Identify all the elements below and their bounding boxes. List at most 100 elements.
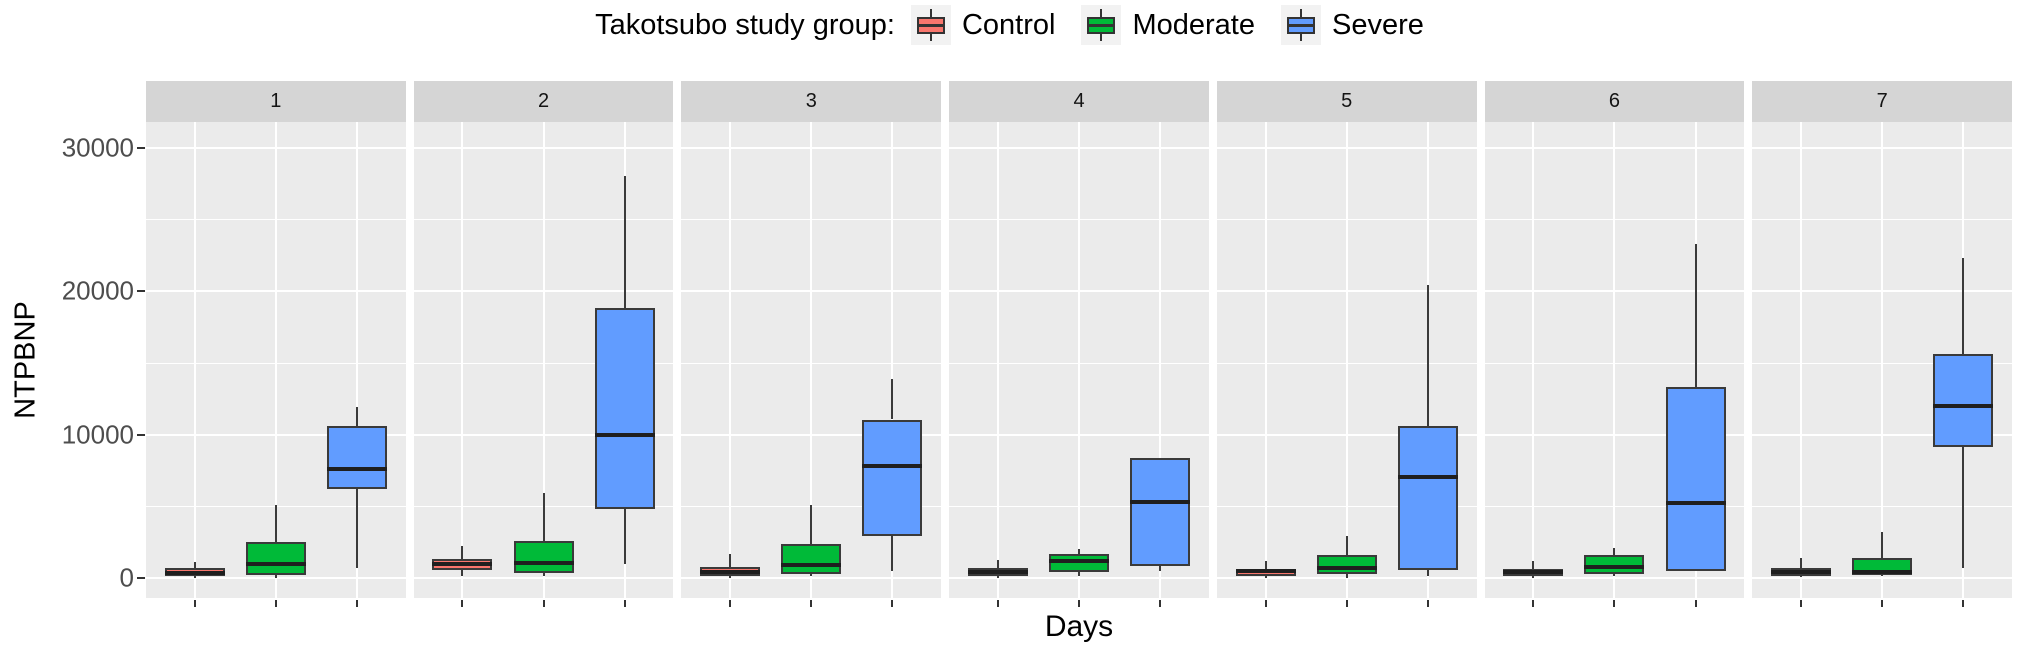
boxplot-median-severe bbox=[1665, 500, 1726, 505]
gridline-vertical bbox=[1264, 122, 1267, 598]
y-tick-label: 0 bbox=[119, 562, 134, 593]
x-tick-mark bbox=[1264, 600, 1267, 607]
x-tick-row bbox=[414, 598, 674, 608]
gridline-vertical bbox=[1345, 122, 1348, 598]
whisker-lower-severe bbox=[1426, 570, 1429, 576]
boxplot-median-moderate bbox=[1852, 570, 1913, 575]
x-tick-mark bbox=[1532, 600, 1535, 607]
boxplot-median-severe bbox=[327, 466, 388, 471]
boxplot-median-control bbox=[1771, 570, 1831, 575]
facet-strip: 5 bbox=[1216, 81, 1477, 122]
x-tick-mark bbox=[996, 600, 999, 607]
y-tick-label: 30000 bbox=[61, 132, 134, 163]
gridline-vertical bbox=[461, 122, 464, 598]
facet-strip: 3 bbox=[681, 81, 942, 122]
x-tick-mark bbox=[1159, 600, 1162, 607]
whisker-lower-control bbox=[729, 576, 732, 578]
x-tick-mark bbox=[810, 600, 813, 607]
whisker-lower-severe bbox=[356, 489, 359, 568]
facet-strip: 4 bbox=[949, 81, 1209, 122]
boxplot-median-severe bbox=[1933, 403, 1994, 408]
x-tick-mark bbox=[1345, 600, 1348, 607]
x-tick-row bbox=[1485, 598, 1745, 608]
y-tick-label: 10000 bbox=[61, 419, 134, 450]
whisker-lower-moderate bbox=[1881, 574, 1884, 577]
gridline-vertical bbox=[356, 122, 359, 598]
boxplot-box-severe bbox=[1933, 354, 1994, 447]
boxplot-box-severe bbox=[1130, 458, 1191, 567]
boxplot-median-severe bbox=[1130, 499, 1191, 504]
boxplot-box-severe bbox=[1665, 387, 1726, 572]
whisker-upper-control bbox=[1264, 560, 1267, 570]
facet-day-7: 7 bbox=[1752, 81, 2013, 608]
whisker-upper-moderate bbox=[1613, 547, 1616, 555]
x-tick-mark bbox=[891, 600, 894, 607]
whisker-lower-moderate bbox=[542, 572, 545, 576]
legend-items: Control Moderate Severe bbox=[910, 5, 1424, 45]
facet-day-1: 1 bbox=[146, 81, 406, 608]
facet-panel bbox=[681, 122, 942, 598]
gridline-vertical bbox=[729, 122, 732, 598]
gridline-vertical bbox=[1532, 122, 1535, 598]
x-tick-row bbox=[146, 598, 406, 608]
boxplot-median-control bbox=[164, 570, 225, 575]
facet-day-3: 3 bbox=[681, 81, 942, 608]
x-tick-mark bbox=[1426, 600, 1429, 607]
whisker-upper-moderate bbox=[1881, 532, 1884, 559]
y-tick-mark bbox=[137, 290, 145, 293]
x-tick-mark bbox=[1613, 600, 1616, 607]
x-tick-mark bbox=[542, 600, 545, 607]
x-tick-mark bbox=[729, 600, 732, 607]
boxplot-box-moderate bbox=[245, 542, 306, 576]
gridline-vertical bbox=[1613, 122, 1616, 598]
boxplot-box-severe bbox=[327, 425, 388, 490]
boxplot-median-control bbox=[967, 570, 1028, 575]
gridline-vertical bbox=[1078, 122, 1081, 598]
whisker-upper-severe bbox=[356, 407, 359, 426]
boxplot-box-severe bbox=[862, 419, 923, 537]
facet-panel bbox=[1216, 122, 1477, 598]
gridline-vertical bbox=[1800, 122, 1802, 598]
facet-panel bbox=[1484, 122, 1745, 598]
whisker-lower-moderate bbox=[1345, 573, 1348, 578]
boxplot-box-severe bbox=[1397, 425, 1458, 571]
x-tick-row bbox=[681, 598, 941, 608]
legend-item-control: Control bbox=[910, 5, 1055, 45]
boxplot-median-control bbox=[1503, 570, 1564, 575]
whisker-upper-moderate bbox=[810, 504, 813, 544]
x-tick-mark bbox=[1078, 600, 1081, 607]
whisker-upper-control bbox=[996, 560, 999, 568]
x-tick-mark bbox=[461, 600, 464, 607]
x-tick-row bbox=[1752, 598, 2012, 608]
boxplot-box-moderate bbox=[1316, 554, 1377, 574]
boxplot-median-moderate bbox=[513, 560, 574, 565]
legend-item-moderate: Moderate bbox=[1081, 5, 1255, 45]
boxplot-box-moderate bbox=[781, 543, 842, 575]
boxplot-box-moderate bbox=[513, 540, 574, 573]
y-tick-mark bbox=[137, 433, 145, 436]
x-tick-mark bbox=[274, 600, 277, 607]
boxplot-glyph-median bbox=[1288, 24, 1313, 27]
x-tick-row bbox=[949, 598, 1209, 608]
whisker-upper-control bbox=[193, 562, 196, 568]
legend-key-control bbox=[910, 5, 951, 45]
boxplot-median-moderate bbox=[245, 561, 306, 566]
facet-day-6: 6 bbox=[1484, 81, 1745, 608]
legend-key-moderate bbox=[1081, 5, 1122, 45]
boxplot-box-moderate bbox=[1584, 554, 1645, 575]
facet-day-5: 5 bbox=[1216, 81, 1477, 608]
x-tick-mark bbox=[623, 600, 626, 607]
gridline-vertical bbox=[274, 122, 277, 598]
whisker-upper-moderate bbox=[1078, 548, 1081, 555]
boxplot-median-severe bbox=[862, 464, 923, 469]
whisker-upper-severe bbox=[891, 378, 894, 420]
facet-day-4: 4 bbox=[949, 81, 1209, 608]
whisker-upper-control bbox=[1800, 558, 1802, 568]
gridline-vertical bbox=[891, 122, 894, 598]
gridline-vertical bbox=[1159, 122, 1162, 598]
x-tick-mark bbox=[356, 600, 359, 607]
facet-panel bbox=[413, 122, 674, 598]
boxplot-median-control bbox=[700, 570, 761, 575]
